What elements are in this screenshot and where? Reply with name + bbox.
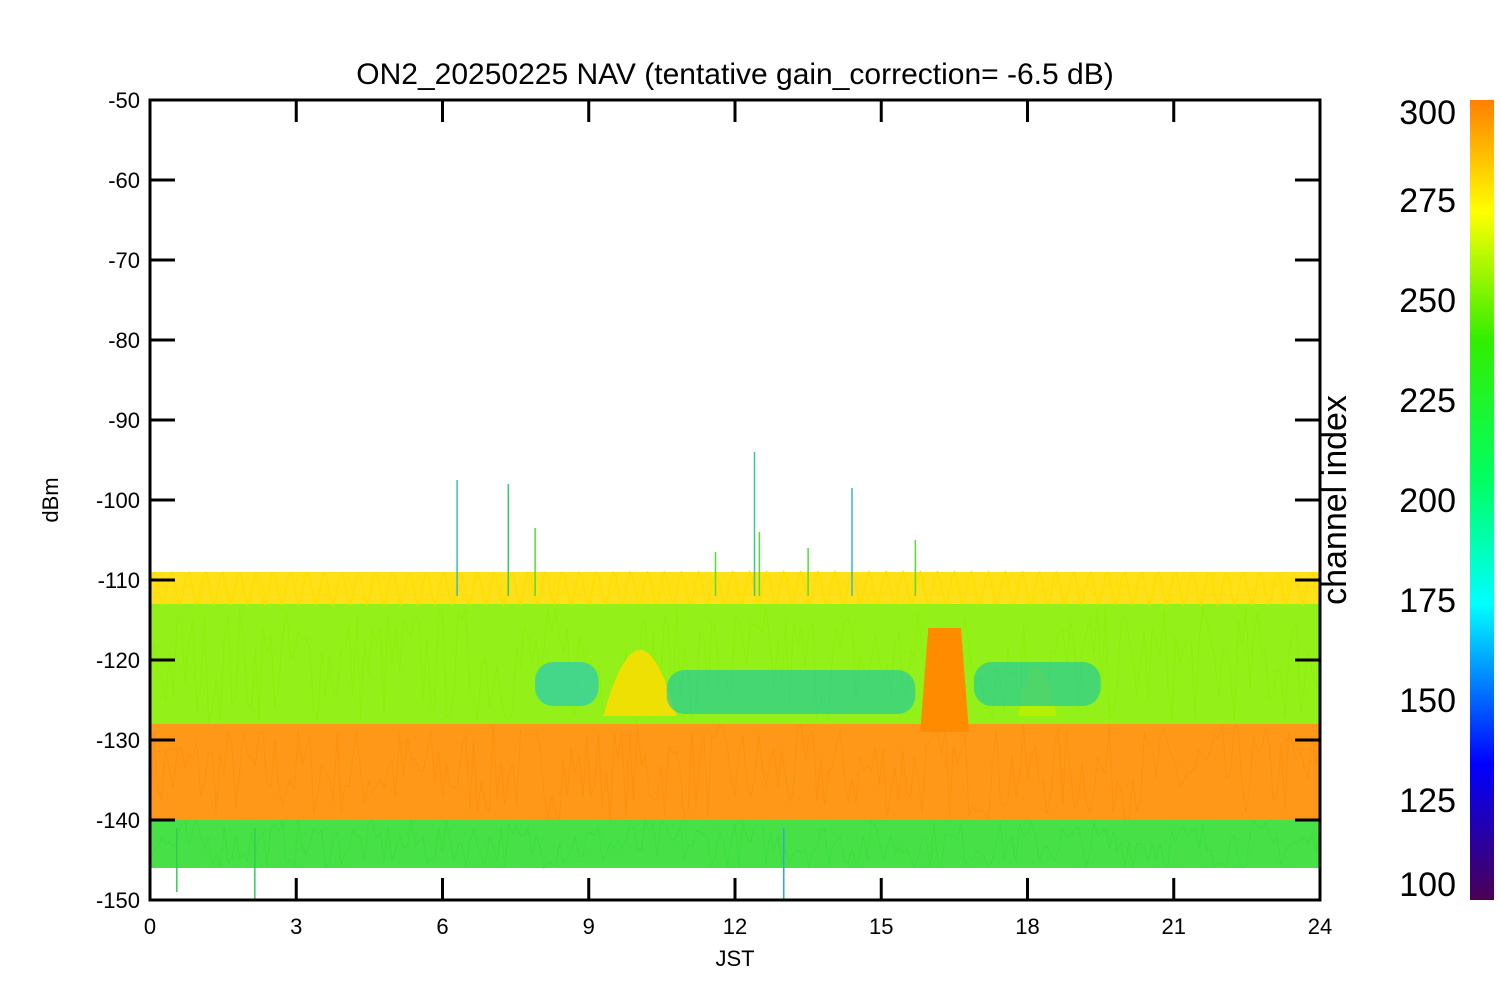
colorbar-ticks: 100 125 150 175 200 225 250 275 300 <box>1399 94 1456 904</box>
y-tick-label: -150 <box>96 888 140 913</box>
x-tick-label: 6 <box>436 914 448 939</box>
hump-13 <box>603 650 677 716</box>
x-tick-label: 3 <box>290 914 302 939</box>
y-tick-label: -70 <box>108 248 140 273</box>
y-tick-label: -100 <box>96 488 140 513</box>
y-tick-label: -90 <box>108 408 140 433</box>
colorbar-tick-label: 275 <box>1399 182 1456 220</box>
band-orange <box>150 724 1320 820</box>
colorbar-tick-label: 300 <box>1399 94 1456 132</box>
dip-16 <box>666 670 916 714</box>
band-texture-low-noise <box>150 819 1320 870</box>
y-tick-label: -50 <box>108 88 140 113</box>
colorbar-tick-label: 225 <box>1399 382 1456 420</box>
y-tick-label: -120 <box>96 648 140 673</box>
y-tick-label: -110 <box>98 568 140 593</box>
colorbar-tick-label: 100 <box>1399 866 1456 904</box>
x-axis-label: JST <box>715 946 754 971</box>
x-tick-label: 12 <box>723 914 747 939</box>
colorbar-tick-label: 125 <box>1399 782 1456 820</box>
y-axis-label: dBm <box>38 477 63 522</box>
dip-17 <box>973 662 1101 706</box>
x-axis: 0 3 6 9 12 15 18 21 24 <box>144 100 1332 939</box>
x-tick-label: 21 <box>1162 914 1186 939</box>
y-tick-label: -80 <box>108 328 140 353</box>
x-tick-label: 9 <box>583 914 595 939</box>
colorbar-tick-label: 175 <box>1399 582 1456 620</box>
x-tick-label: 0 <box>144 914 156 939</box>
band-texture-orange <box>150 723 1320 822</box>
colorbar-tick-label: 150 <box>1399 682 1456 720</box>
y-tick-label: -60 <box>108 168 140 193</box>
dip-15 <box>535 662 599 706</box>
x-tick-label: 24 <box>1308 914 1332 939</box>
y-axis: -50 -60 -70 -80 -90 -100 -110 -120 -130 -140 -150 <box>96 88 1320 913</box>
colorbar-label: channel index <box>1316 395 1354 605</box>
x-tick-label: 18 <box>1015 914 1039 939</box>
colorbar <box>1470 100 1494 900</box>
x-tick-label: 15 <box>869 914 893 939</box>
chart-title: ON2_20250225 NAV (tentative gain_correct… <box>356 58 1113 91</box>
colorbar-tick-label: 250 <box>1399 282 1456 320</box>
band-texture-green-yellow <box>150 604 1320 726</box>
plot-area <box>150 452 1320 900</box>
y-tick-label: -140 <box>96 808 140 833</box>
envelope-line <box>150 569 1320 607</box>
plateau-12 <box>920 628 969 732</box>
colorbar-tick-label: 200 <box>1399 482 1456 520</box>
y-tick-label: -130 <box>96 728 140 753</box>
